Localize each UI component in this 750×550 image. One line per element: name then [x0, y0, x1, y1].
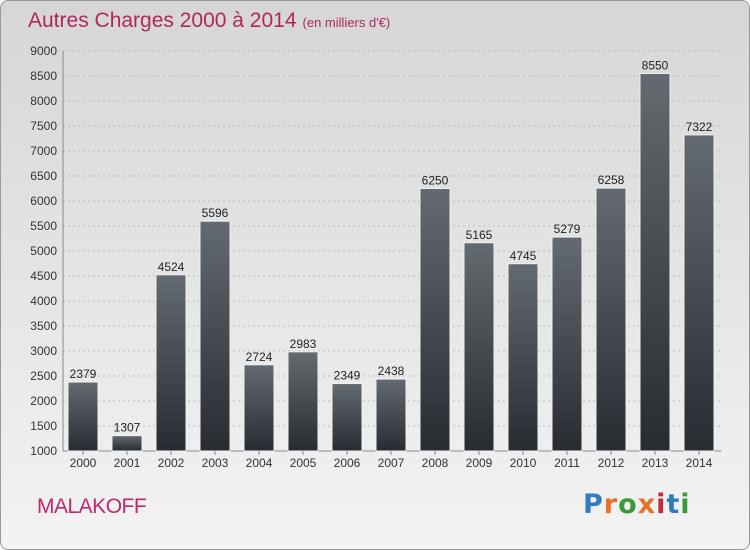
- data-label: 7322: [686, 120, 713, 134]
- data-label: 2724: [246, 350, 273, 364]
- logo-letter: i: [656, 489, 667, 520]
- x-tick-label: 2012: [598, 456, 625, 470]
- bar: [155, 274, 187, 452]
- y-tick-label: 7000: [30, 144, 57, 158]
- y-tick-label: 6500: [30, 169, 57, 183]
- data-label: 5279: [554, 222, 581, 236]
- logo-letter: i: [680, 489, 691, 520]
- x-tick-label: 2003: [202, 456, 229, 470]
- y-tick-label: 4000: [30, 294, 57, 308]
- x-tick-label: 2008: [422, 456, 449, 470]
- data-label: 5165: [466, 228, 493, 242]
- bar: [375, 378, 407, 452]
- chart-title: Autres Charges 2000 à 2014 (en milliers d…: [28, 9, 390, 33]
- bar: [551, 236, 583, 452]
- y-tick-label: 3500: [30, 319, 57, 333]
- y-tick-label: 6000: [30, 194, 57, 208]
- data-label: 4745: [510, 249, 537, 263]
- x-tick-label: 2004: [246, 456, 273, 470]
- y-tick-label: 2000: [30, 394, 57, 408]
- x-tick-label: 2014: [686, 456, 713, 470]
- y-tick-label: 1000: [30, 444, 57, 458]
- x-tick-label: 2010: [510, 456, 537, 470]
- x-tick-label: 2002: [158, 456, 185, 470]
- bar: [287, 351, 319, 452]
- y-tick-label: 8000: [30, 94, 57, 108]
- y-tick-label: 5000: [30, 244, 57, 258]
- x-tick-label: 2001: [114, 456, 141, 470]
- y-tick-label: 3000: [30, 344, 57, 358]
- bar: [595, 187, 627, 452]
- x-tick-label: 2011: [554, 456, 580, 470]
- title-unit: (en milliers d'€): [302, 15, 391, 30]
- data-label: 8550: [642, 59, 669, 73]
- data-label: 6258: [598, 173, 625, 187]
- data-label: 5596: [202, 206, 229, 220]
- bar: [111, 435, 143, 452]
- logo-letter: P: [583, 489, 604, 520]
- data-label: 2438: [378, 364, 405, 378]
- bar: [683, 134, 715, 452]
- x-tick-label: 2007: [378, 456, 405, 470]
- data-label: 1307: [114, 421, 141, 435]
- commune-name: MALAKOFF: [37, 495, 147, 518]
- y-tick-label: 2500: [30, 369, 57, 383]
- data-label: 2379: [70, 367, 97, 381]
- bar: [419, 188, 451, 452]
- data-label: 4524: [158, 260, 185, 274]
- bar: [507, 263, 539, 452]
- x-tick-label: 2005: [290, 456, 317, 470]
- y-tick-label: 7500: [30, 119, 57, 133]
- bar: [243, 364, 275, 452]
- x-tick-label: 2000: [70, 456, 97, 470]
- y-tick-label: 1500: [30, 419, 57, 433]
- x-tick-label: 2006: [334, 456, 361, 470]
- data-label: 2983: [290, 337, 317, 351]
- bar: [331, 383, 363, 452]
- logo-letter: r: [603, 489, 619, 520]
- bar: [199, 220, 231, 452]
- y-tick-label: 9000: [30, 44, 57, 58]
- bar: [67, 381, 99, 452]
- x-tick-label: 2009: [466, 456, 493, 470]
- y-tick-label: 4500: [30, 269, 57, 283]
- y-tick-label: 5500: [30, 219, 57, 233]
- data-label: 2349: [334, 369, 361, 383]
- proxiti-logo: Proxiti: [583, 489, 691, 520]
- title-text: Autres Charges 2000 à 2014: [28, 9, 297, 32]
- data-label: 6250: [422, 174, 449, 188]
- logo-letter: t: [666, 489, 681, 520]
- logo-letter: o: [618, 489, 638, 520]
- bar: [639, 73, 671, 452]
- logo-letter: x: [637, 489, 657, 520]
- x-tick-label: 2013: [642, 456, 669, 470]
- y-tick-label: 8500: [30, 69, 57, 83]
- bar: [463, 242, 495, 452]
